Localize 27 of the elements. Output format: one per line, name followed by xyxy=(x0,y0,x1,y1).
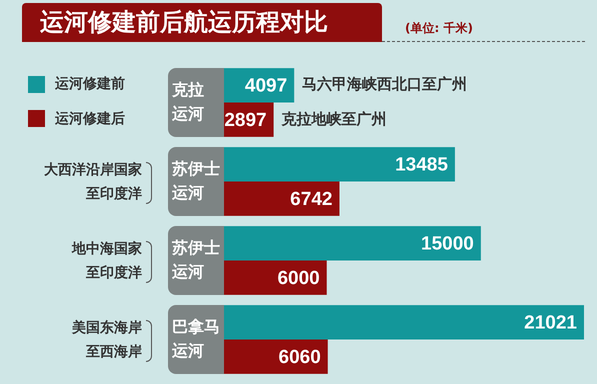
data-label: 13485 xyxy=(395,154,448,176)
data-label: 21021 xyxy=(524,312,578,334)
y-tick-label: 克拉运河 xyxy=(168,68,224,137)
data-label: 15000 xyxy=(421,234,474,255)
data-label: 6060 xyxy=(278,346,321,368)
data-label: 4097 xyxy=(244,76,288,97)
bar xyxy=(224,226,481,260)
annotation: 克拉地峡至广州 xyxy=(282,110,387,129)
legend-label: 运河修建后 xyxy=(55,110,125,128)
data-label: 2897 xyxy=(224,110,267,131)
chart-title: 运河修建前后航运历程对比 xyxy=(22,3,382,42)
text: 地中海国家至印度洋 xyxy=(72,240,142,282)
bar xyxy=(224,305,584,340)
data-label: 6000 xyxy=(277,268,320,289)
text: 大西洋沿岸国家至印度洋 xyxy=(44,160,142,204)
bar xyxy=(224,147,455,182)
legend-label: 运河修建前 xyxy=(55,75,125,94)
chart-subtitle: (单位: 千米) xyxy=(405,20,473,37)
bar xyxy=(224,260,327,295)
annotation: 马六甲海峡西北口至广州 xyxy=(302,75,468,94)
y-tick-label: 苏伊士运河 xyxy=(168,226,224,295)
bar xyxy=(224,340,328,374)
y-tick-label: 苏伊士运河 xyxy=(168,147,224,216)
data-label: 6742 xyxy=(290,188,332,210)
bar xyxy=(224,182,340,216)
y-tick-label: 巴拿马运河 xyxy=(168,305,224,374)
text: 美国东海岸至西海岸 xyxy=(72,318,142,362)
